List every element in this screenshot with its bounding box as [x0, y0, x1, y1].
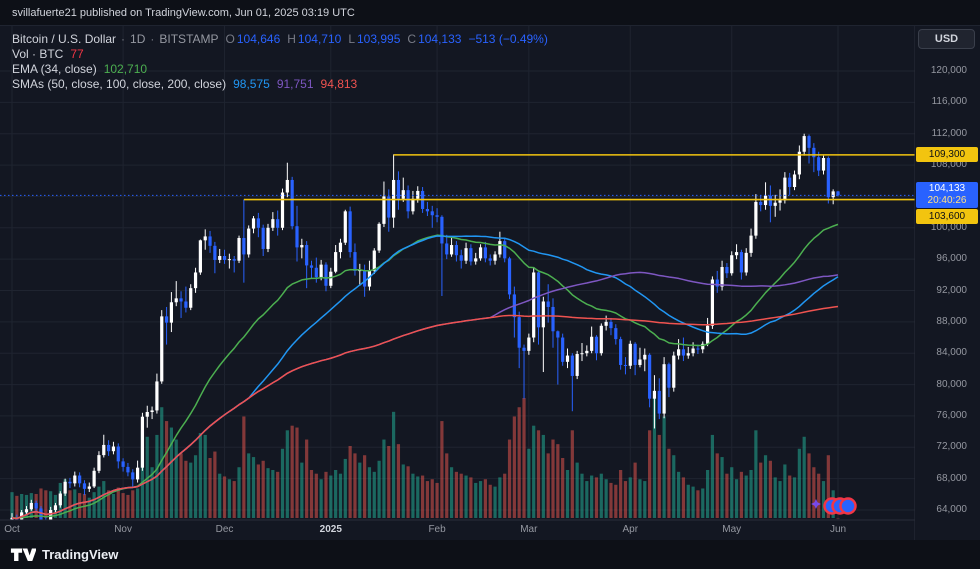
- price-scale[interactable]: USD 120,000 116,000 112,000 108,000 100,000 9…: [915, 26, 980, 540]
- time-axis-label: Jun: [829, 524, 847, 535]
- sma-100-line[interactable]: [11, 271, 839, 520]
- ema-34-line[interactable]: [11, 223, 839, 519]
- time-axis-label: Dec: [215, 524, 234, 535]
- last-price-value: 104,133: [928, 183, 966, 195]
- price-tick-label: 68,000: [936, 472, 967, 484]
- price-tick-label: 120,000: [930, 65, 967, 76]
- time-axis-label: Mar: [520, 524, 538, 535]
- legend: Bitcoin / U.S. Dollar · 1D · BITSTAMP O …: [12, 31, 548, 91]
- open-label: O: [225, 31, 235, 46]
- volume-bars: [10, 398, 840, 519]
- price-tick-label: 84,000: [936, 347, 967, 359]
- close-label: C: [407, 31, 417, 46]
- grid-lines: [0, 26, 915, 520]
- sma-50-line[interactable]: [11, 235, 839, 520]
- price-tick-label: 100,000: [930, 221, 967, 233]
- volume-label: Vol · BTC: [12, 46, 64, 61]
- time-axis-label: 2025: [319, 524, 342, 535]
- price-tick-label: 64,000: [936, 504, 967, 515]
- sticker-star-icon: [811, 499, 821, 509]
- price-tick-label: 72,000: [936, 441, 967, 453]
- low-value: 103,995: [357, 31, 401, 46]
- time-axis-label: Oct: [4, 524, 20, 535]
- price-tick-label: 112,000: [931, 127, 967, 139]
- publish-text: svillafuerte21 published on TradingView.…: [12, 6, 355, 19]
- sma50-value: 98,575: [233, 76, 270, 91]
- sma100-value: 91,751: [276, 76, 314, 91]
- smas-row[interactable]: SMAs (50, close, 100, close, 200, close)…: [12, 76, 548, 91]
- ema-value: 102,710: [103, 61, 148, 76]
- symbol-title[interactable]: Bitcoin / U.S. Dollar: [12, 31, 117, 46]
- price-tick-label: 80,000: [936, 378, 967, 390]
- change-value: −513 (−0.49%): [468, 31, 548, 46]
- time-axis-label: Nov: [114, 524, 132, 535]
- price-line-label-109300[interactable]: 109,300: [916, 146, 978, 162]
- currency-toggle-button[interactable]: USD: [918, 29, 975, 49]
- candles: [10, 133, 840, 520]
- sma200-value: 94,813: [320, 76, 358, 91]
- ema-row[interactable]: EMA (34, close) 102,710: [12, 61, 548, 76]
- separator-dot: ·: [121, 31, 126, 46]
- volume-value: 77: [70, 46, 84, 61]
- volume-row[interactable]: Vol · BTC 77: [12, 46, 548, 61]
- exchange-label: BITSTAMP: [159, 31, 219, 46]
- time-axis[interactable]: Oct Nov Dec 2025 Feb Mar Apr May Jun: [0, 520, 980, 540]
- price-tick-label: 92,000: [936, 284, 967, 296]
- time-axis-label: May: [722, 524, 742, 535]
- open-value: 104,646: [236, 31, 281, 46]
- close-value: 104,133: [418, 31, 462, 46]
- last-price-label[interactable]: 104,133 20:40:26: [916, 182, 978, 209]
- resistance-price-text: 109,300: [928, 148, 966, 160]
- high-label: H: [287, 31, 296, 46]
- tradingview-logo-text[interactable]: TradingView: [42, 547, 119, 562]
- plot-area[interactable]: [0, 26, 915, 528]
- sticker-circle-icon: [839, 497, 857, 515]
- time-axis-label: Feb: [428, 524, 446, 535]
- timeframe-label[interactable]: 1D: [130, 31, 146, 46]
- separator-dot: ·: [150, 31, 155, 46]
- ema-label: EMA (34, close): [12, 61, 97, 76]
- price-tick-label: 116,000: [931, 96, 967, 108]
- price-tick-label: 88,000: [936, 315, 967, 327]
- price-tick-label: 96,000: [936, 253, 967, 265]
- price-tick-label: 108,000: [930, 159, 967, 171]
- price-line-label-103600[interactable]: 103,600: [916, 209, 978, 225]
- high-value: 104,710: [297, 31, 342, 46]
- low-label: L: [348, 31, 355, 46]
- emoji-sticker[interactable]: [810, 494, 860, 523]
- bar-close-countdown: 20:40:26: [927, 195, 967, 207]
- support-price-text: 103,600: [928, 211, 966, 223]
- footer: TradingView: [0, 540, 980, 569]
- tradingview-logo-icon[interactable]: [10, 547, 36, 563]
- price-tick-label: 76,000: [936, 409, 967, 421]
- sma-200-line[interactable]: [11, 305, 839, 520]
- time-axis-label: Apr: [622, 524, 639, 535]
- publish-header: svillafuerte21 published on TradingView.…: [0, 0, 980, 26]
- smas-label: SMAs (50, close, 100, close, 200, close): [12, 76, 227, 91]
- symbol-row[interactable]: Bitcoin / U.S. Dollar · 1D · BITSTAMP O …: [12, 31, 548, 46]
